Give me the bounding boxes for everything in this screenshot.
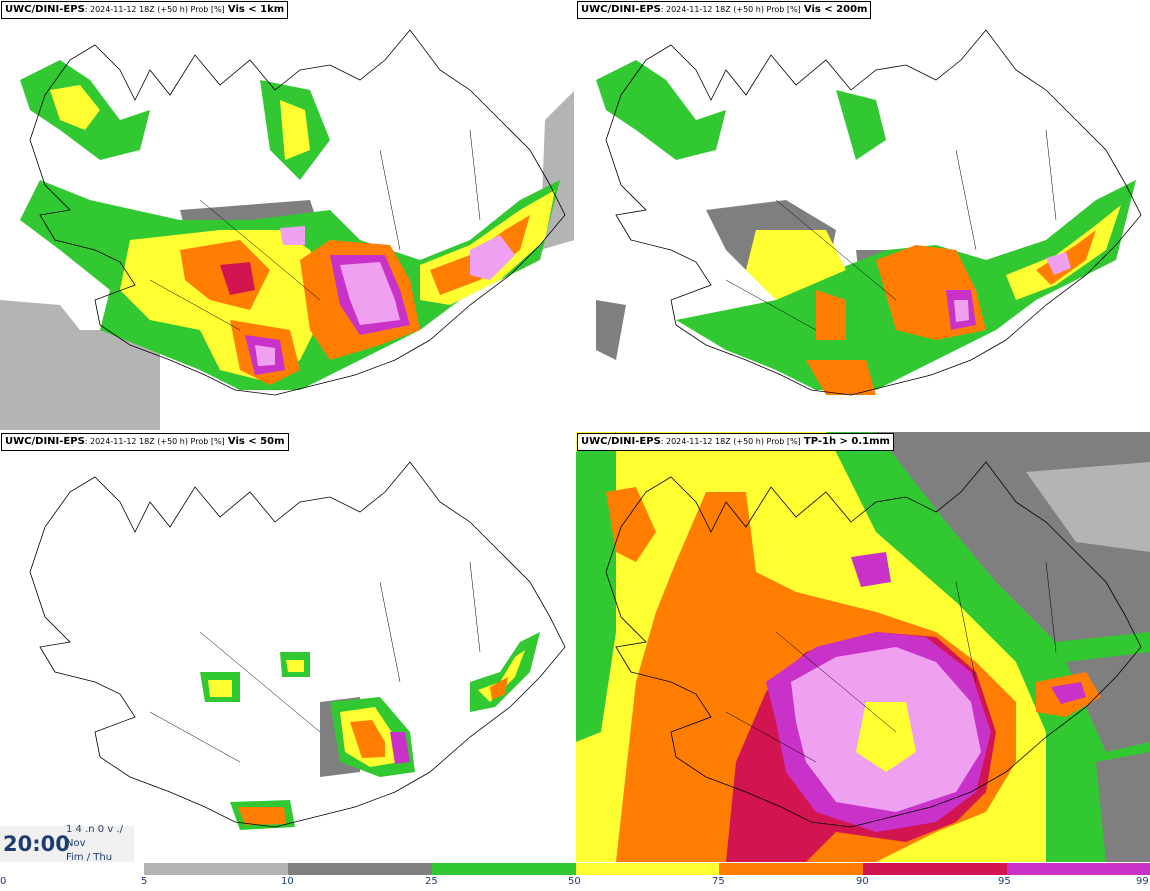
run-info: : 2024-11-12 18Z (+50 h) Prob [%] [84, 5, 225, 14]
map-tp-1h [576, 432, 1150, 862]
map-vis-50m [29, 461, 566, 830]
legend-segment-75 [719, 863, 863, 875]
legend-segment-10 [288, 863, 432, 875]
valid-time-line1: 1 4 .n 0 v ./ [66, 824, 123, 835]
panel-title: UWC/DINI-EPS: 2024-11-12 18Z (+50 h) Pro… [577, 433, 894, 451]
run-info: : 2024-11-12 18Z (+50 h) Prob [%] [660, 5, 801, 14]
model-name: UWC/DINI-EPS [5, 4, 85, 15]
legend-segment-25 [432, 863, 576, 875]
run-info: : 2024-11-12 18Z (+50 h) Prob [%] [660, 437, 801, 446]
map-panel-tp-1h: UWC/DINI-EPS: 2024-11-12 18Z (+50 h) Pro… [576, 432, 1150, 862]
valid-time-weekday: Fim / Thu [66, 852, 113, 863]
legend-segment-50 [576, 863, 719, 875]
legend-label: 5 [141, 876, 148, 887]
model-name: UWC/DINI-EPS [581, 436, 661, 447]
panel-title: UWC/DINI-EPS: 2024-11-12 18Z (+50 h) Pro… [1, 1, 289, 19]
legend-segment-95 [1007, 863, 1150, 875]
legend-label: 0 [0, 876, 7, 887]
legend-label: 50 [568, 876, 581, 887]
legend-segment-5 [144, 863, 288, 875]
probability-legend-bar [144, 863, 1150, 875]
run-info: : 2024-11-12 18Z (+50 h) Prob [%] [84, 437, 225, 446]
panel-title: UWC/DINI-EPS: 2024-11-12 18Z (+50 h) Pro… [577, 1, 872, 19]
legend-label: 90 [856, 876, 869, 887]
legend-label: 95 [998, 876, 1011, 887]
map-vis-200m [596, 29, 1142, 396]
valid-time-box: 20:00 1 4 .n 0 v ./ Nov Fim / Thu [0, 824, 134, 863]
parameter-label: Vis < 200m [803, 4, 868, 15]
legend-label: 10 [281, 876, 294, 887]
map-panel-vis-1km: UWC/DINI-EPS: 2024-11-12 18Z (+50 h) Pro… [0, 0, 574, 430]
parameter-label: Vis < 1km [227, 4, 285, 15]
valid-time-month: Nov [66, 838, 86, 849]
valid-time-clock: 20:00 [3, 832, 70, 856]
legend-label: 99 [1136, 876, 1149, 887]
map-panel-vis-50m: UWC/DINI-EPS: 2024-11-12 18Z (+50 h) Pro… [0, 432, 574, 862]
map-panel-vis-200m: UWC/DINI-EPS: 2024-11-12 18Z (+50 h) Pro… [576, 0, 1150, 430]
model-name: UWC/DINI-EPS [581, 4, 661, 15]
parameter-label: Vis < 50m [227, 436, 285, 447]
parameter-label: TP-1h > 0.1mm [803, 436, 890, 447]
model-name: UWC/DINI-EPS [5, 436, 85, 447]
panel-title: UWC/DINI-EPS: 2024-11-12 18Z (+50 h) Pro… [1, 433, 289, 451]
legend-label: 75 [712, 876, 725, 887]
legend-label: 25 [425, 876, 438, 887]
legend-segment-90 [863, 863, 1007, 875]
map-vis-1km [0, 29, 574, 430]
